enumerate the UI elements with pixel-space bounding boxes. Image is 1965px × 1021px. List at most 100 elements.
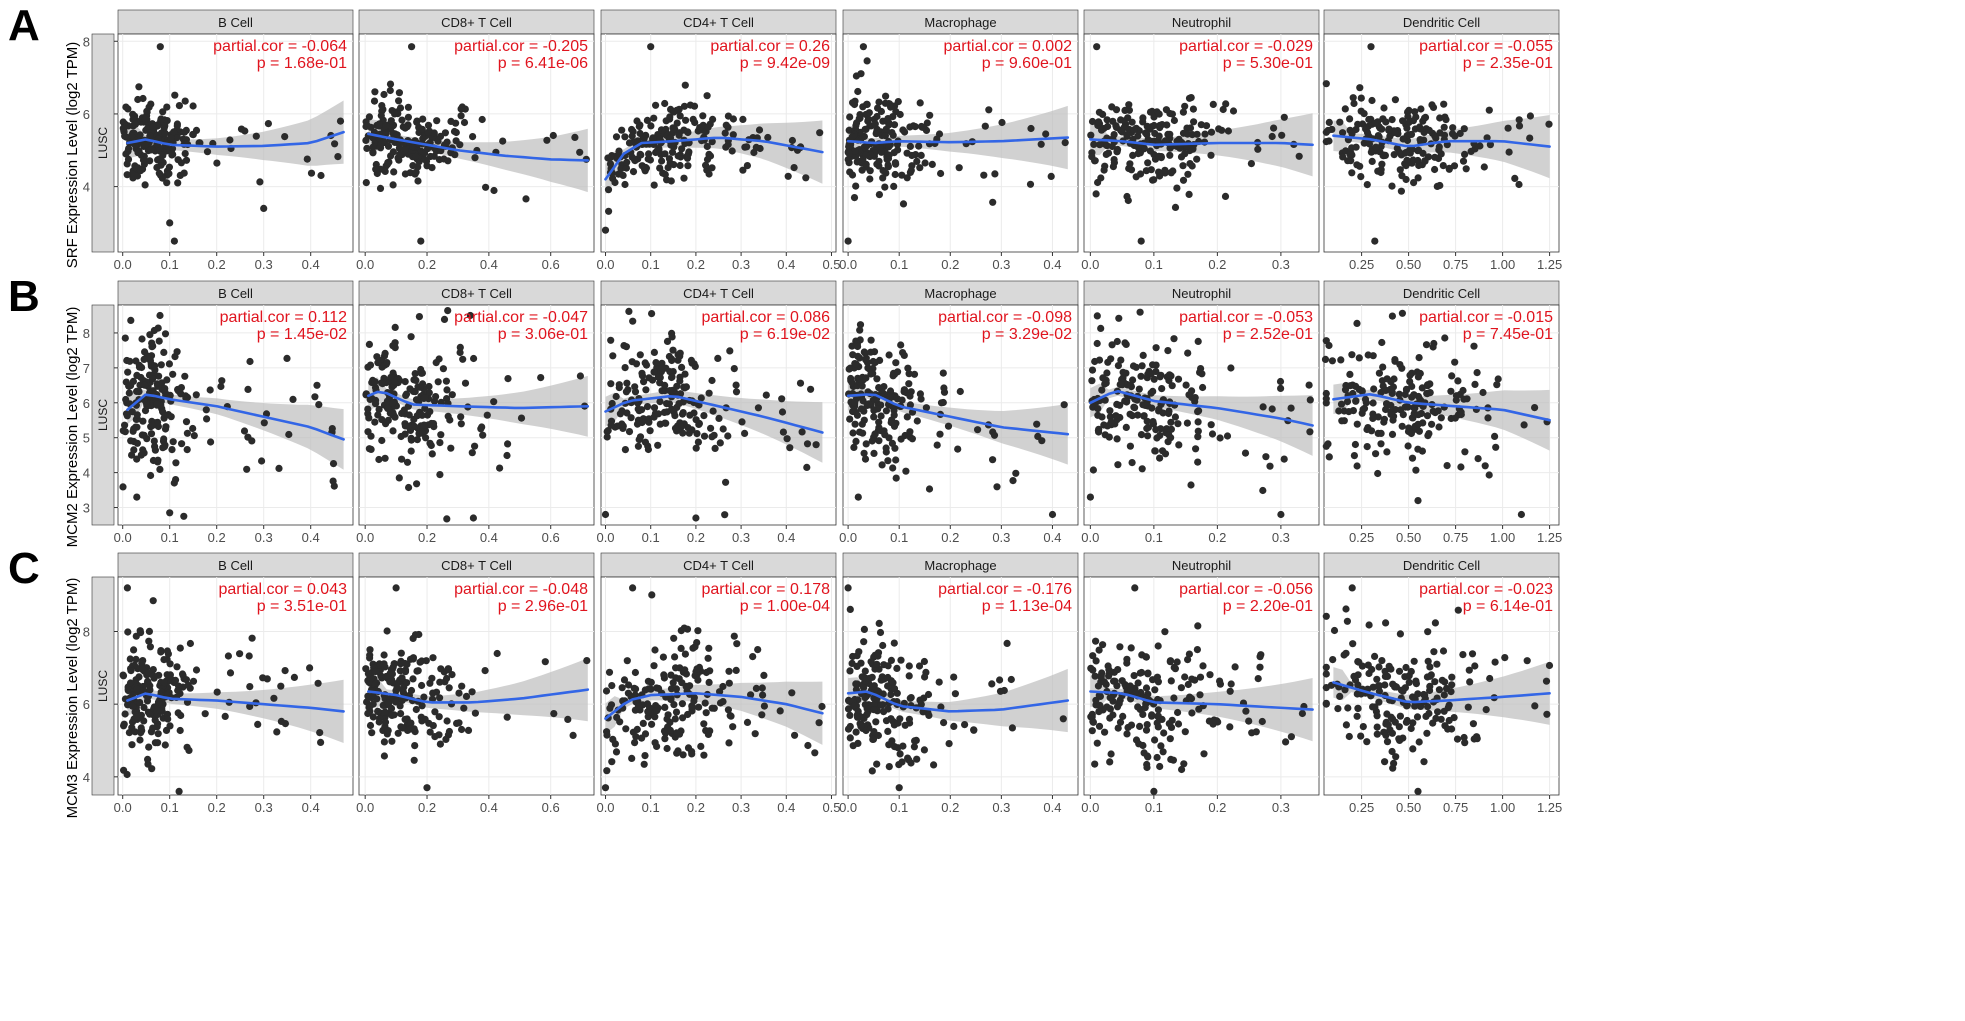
- data-point: [412, 705, 420, 714]
- data-point: [141, 141, 149, 149]
- data-point: [935, 678, 943, 686]
- data-point: [1144, 159, 1152, 167]
- data-point: [1008, 724, 1017, 732]
- partial-correlation-text: partial.cor = -0.176: [938, 581, 1072, 598]
- data-point: [389, 399, 397, 407]
- data-point: [389, 342, 397, 350]
- data-point: [443, 138, 451, 146]
- data-point: [860, 674, 868, 682]
- data-point: [394, 729, 402, 737]
- data-point: [407, 725, 415, 733]
- data-point: [882, 92, 890, 100]
- data-point: [970, 726, 978, 734]
- data-point: [702, 161, 710, 169]
- data-point: [407, 447, 415, 455]
- data-point: [860, 348, 868, 356]
- data-point: [1434, 708, 1442, 716]
- data-point: [1280, 113, 1288, 121]
- data-point: [996, 676, 1004, 684]
- data-point: [758, 684, 766, 692]
- data-point: [1183, 419, 1191, 427]
- data-point: [1368, 96, 1376, 105]
- data-point: [409, 655, 417, 663]
- data-point: [1278, 131, 1286, 139]
- data-point: [1460, 125, 1468, 133]
- data-point: [859, 156, 867, 164]
- data-point: [897, 435, 905, 443]
- data-point: [726, 347, 734, 355]
- data-point: [429, 689, 437, 697]
- data-point: [436, 132, 445, 140]
- data-point: [182, 418, 191, 426]
- facet-title: Macrophage: [924, 558, 996, 573]
- data-point: [398, 674, 406, 682]
- facet-strip: [600, 280, 837, 306]
- data-point: [392, 584, 400, 592]
- data-point: [905, 672, 913, 680]
- data-point: [659, 653, 668, 661]
- data-point: [1144, 423, 1152, 432]
- x-tick-label: 0.75: [1443, 257, 1468, 272]
- data-point: [1092, 657, 1100, 665]
- data-point: [380, 738, 388, 746]
- data-point: [1144, 432, 1152, 440]
- data-point: [873, 760, 881, 768]
- data-point: [1179, 162, 1187, 170]
- data-point: [281, 667, 289, 675]
- data-point: [407, 686, 416, 695]
- data-point: [461, 379, 470, 387]
- data-point: [1166, 657, 1175, 665]
- data-point: [732, 666, 740, 675]
- data-point: [788, 136, 797, 145]
- data-point: [1431, 153, 1439, 161]
- data-point: [181, 97, 189, 105]
- data-point: [418, 125, 426, 133]
- data-point: [161, 330, 170, 338]
- data-point: [889, 464, 897, 472]
- data-point: [1094, 178, 1102, 187]
- data-point: [1395, 735, 1403, 743]
- data-point: [666, 387, 674, 395]
- x-tick-label: 0.2: [1208, 530, 1226, 545]
- data-point: [625, 307, 633, 315]
- data-point: [377, 112, 385, 120]
- data-point: [1357, 732, 1365, 740]
- data-point: [955, 164, 963, 172]
- data-point: [388, 670, 396, 678]
- x-tick-label: 0.3: [992, 800, 1010, 815]
- data-point: [369, 713, 377, 721]
- data-point: [436, 471, 444, 479]
- data-point: [411, 742, 419, 750]
- data-point: [1144, 670, 1152, 678]
- data-point: [368, 394, 376, 402]
- data-point: [892, 456, 900, 464]
- data-point: [668, 148, 677, 156]
- x-tick-label: 0.4: [777, 257, 795, 272]
- data-point: [1136, 669, 1144, 677]
- data-point: [1099, 641, 1107, 649]
- data-point: [410, 756, 418, 764]
- data-point: [961, 721, 969, 729]
- data-point: [171, 676, 180, 685]
- data-point: [1424, 628, 1432, 636]
- data-point: [647, 685, 655, 693]
- data-point: [145, 627, 153, 636]
- data-point: [183, 446, 191, 454]
- data-point: [1426, 380, 1434, 388]
- data-point: [683, 153, 691, 161]
- data-point: [650, 404, 659, 412]
- data-point: [863, 705, 871, 713]
- data-point: [336, 117, 345, 125]
- data-point: [940, 719, 948, 727]
- data-point: [378, 436, 386, 445]
- data-point: [1414, 420, 1422, 428]
- points-group: [601, 307, 820, 522]
- data-point: [154, 698, 163, 706]
- data-point: [469, 514, 477, 522]
- data-point: [1370, 385, 1378, 393]
- data-point: [1459, 651, 1467, 659]
- data-point: [936, 430, 944, 438]
- data-point: [139, 94, 147, 103]
- data-point: [668, 333, 676, 341]
